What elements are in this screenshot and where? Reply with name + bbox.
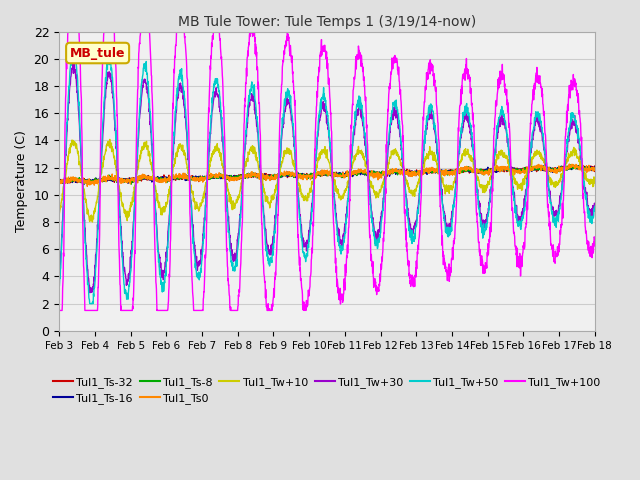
Legend: Tul1_Ts-32, Tul1_Ts-16, Tul1_Ts-8, Tul1_Ts0, Tul1_Tw+10, Tul1_Tw+30, Tul1_Tw+50,: Tul1_Ts-32, Tul1_Ts-16, Tul1_Ts-8, Tul1_…	[49, 372, 605, 408]
Title: MB Tule Tower: Tule Temps 1 (3/19/14-now): MB Tule Tower: Tule Temps 1 (3/19/14-now…	[178, 15, 476, 29]
Y-axis label: Temperature (C): Temperature (C)	[15, 130, 28, 232]
Text: MB_tule: MB_tule	[70, 47, 125, 60]
